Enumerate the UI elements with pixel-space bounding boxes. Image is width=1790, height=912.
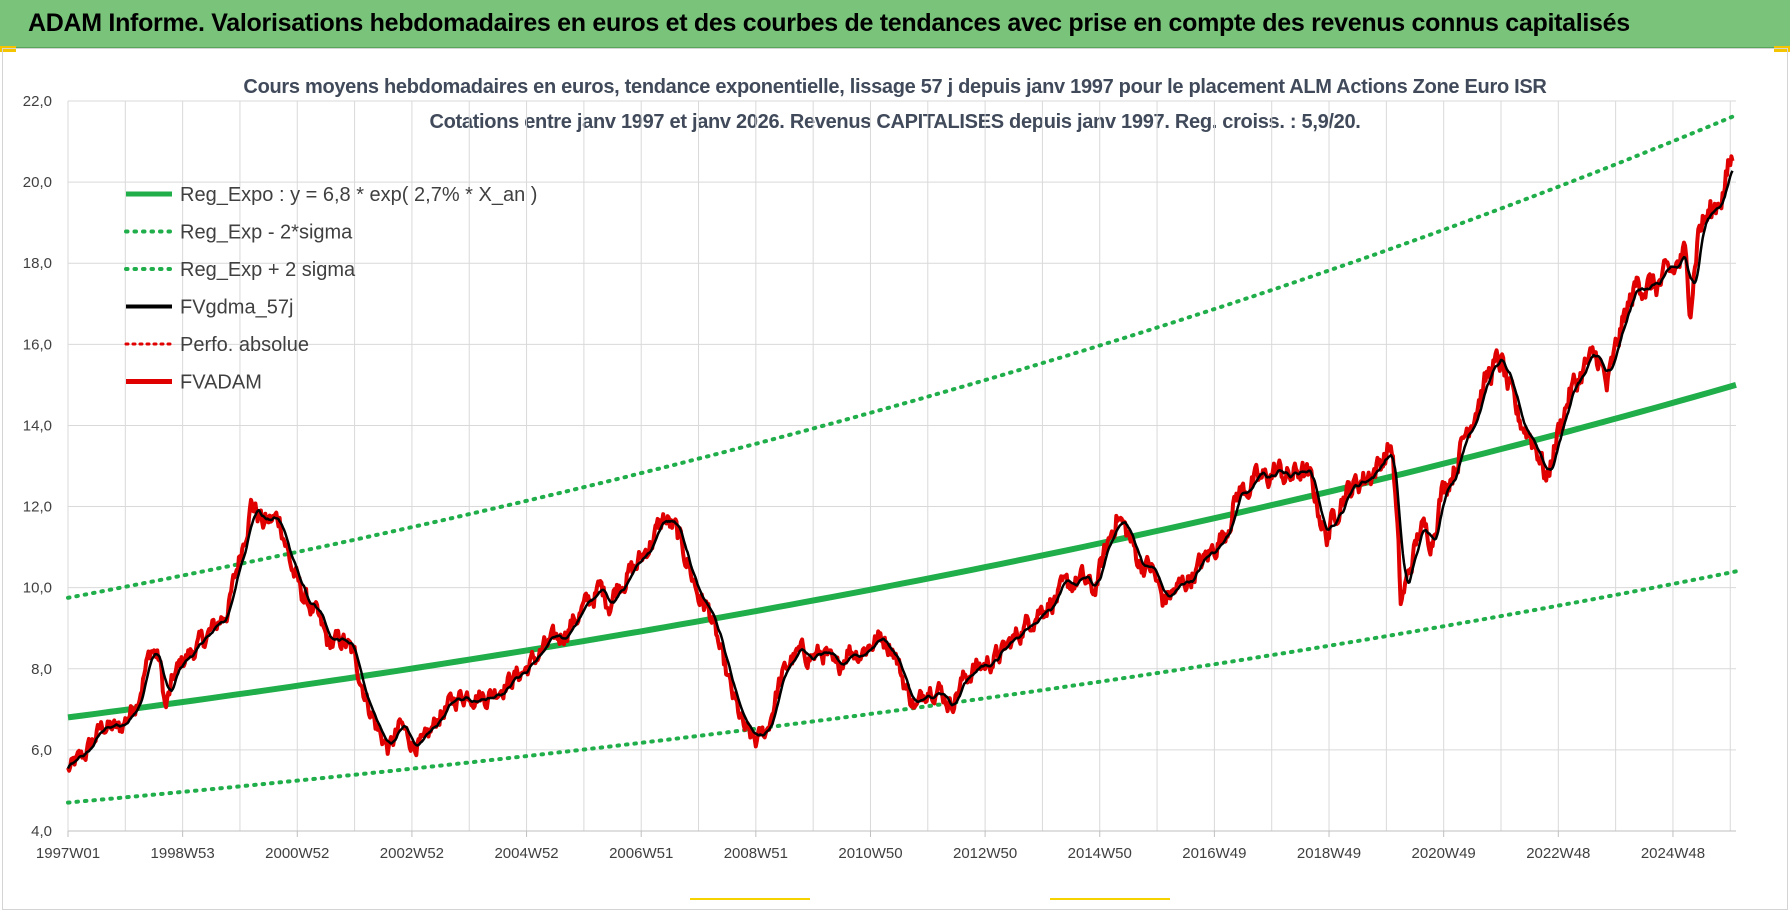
chart-frame [2,48,1788,910]
legend-label: Reg_Exp + 2 sigma [180,259,356,281]
legend-label: FVgdma_57j [180,297,293,319]
series-reg-exp-plus-2sigma [66,113,1738,600]
y-tick-label: 12,0 [23,499,52,516]
x-tick-label: 2010W50 [838,845,902,862]
legend-label: Reg_Exp - 2*sigma [180,222,353,244]
chart-grid [67,100,1736,832]
x-tick-label: 2008W51 [724,845,788,862]
series-reg-exp-minus-2sigma [66,569,1738,805]
y-tick-label: 8,0 [31,661,52,678]
corner-mark-right [1774,46,1790,52]
y-tick-label: 20,0 [23,174,52,191]
series-fvadam [66,154,1735,773]
chart-legend: Reg_Expo : y = 6,8 * exp( 2,7% * X_an ) R… [124,184,537,394]
chart-title-line1: Cours moyens hebdomadaires en euros, ten… [243,76,1547,98]
x-tick-label: 1997W01 [36,845,100,862]
x-tick-label: 2012W50 [953,845,1017,862]
legend-label: FVADAM [180,372,262,394]
report-banner: ADAM Informe. Valorisations hebdomadaire… [0,0,1790,48]
y-tick-label: 16,0 [23,336,52,353]
series-fvgdma-57j [66,170,1734,770]
y-axis: 4,0 6,0 8,0 10,0 12,0 14,0 16,0 18,0 20,0 22,0 [23,93,52,840]
y-tick-label: 6,0 [31,742,52,759]
chart-series [66,113,1738,805]
chart-title-line2: Cotations entre janv 1997 et janv 2026. … [429,111,1361,133]
x-tick-label: 1998W53 [151,845,215,862]
legend-label: Reg_Expo : y = 6,8 * exp( 2,7% * X_an ) [180,184,537,206]
x-tick-label: 2018W49 [1297,845,1361,862]
y-tick-label: 4,0 [31,823,52,840]
x-tick-label: 2024W48 [1641,845,1705,862]
y-tick-label: 10,0 [23,580,52,597]
y-tick-label: 18,0 [23,255,52,272]
y-tick-label: 22,0 [23,93,52,110]
x-tick-label: 2000W52 [265,845,329,862]
x-tick-label: 2006W51 [609,845,673,862]
y-tick-label: 14,0 [23,417,52,434]
footer-mark-right [1050,898,1170,900]
corner-mark-left [0,46,16,52]
x-tick-label: 2022W48 [1526,845,1590,862]
footer-mark-left [690,898,810,900]
x-tick-label: 2014W50 [1068,845,1132,862]
report-title: ADAM Informe. Valorisations hebdomadaire… [28,9,1630,37]
x-axis: 1997W01 1998W53 2000W52 2002W52 2004W52 2006W… [36,830,1736,862]
x-tick-label: 2002W52 [380,845,444,862]
x-tick-label: 2020W49 [1412,845,1476,862]
legend-label: Perfo. absolue [180,334,309,356]
x-tick-label: 2004W52 [494,845,558,862]
x-tick-label: 2016W49 [1182,845,1246,862]
